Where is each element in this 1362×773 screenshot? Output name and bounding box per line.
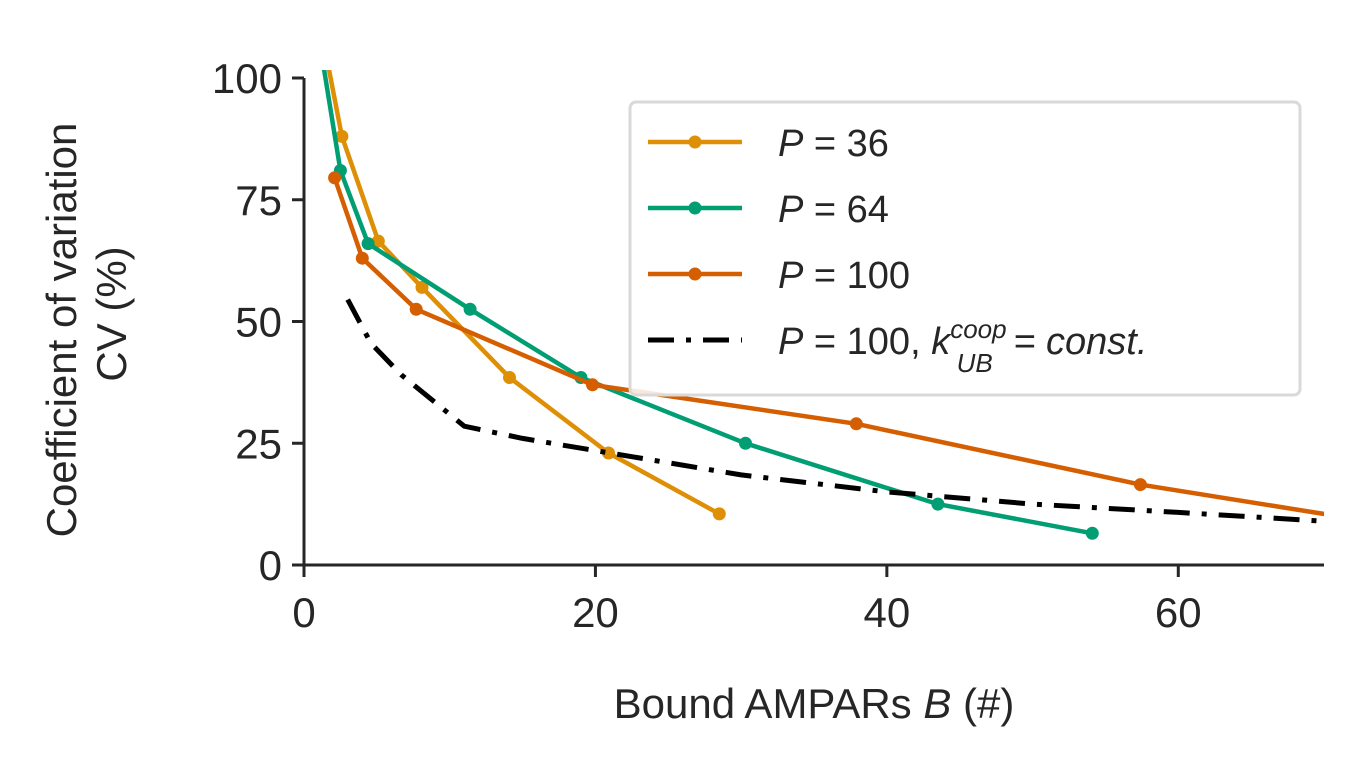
legend-item-4: P = 100, kcoop UB = const. <box>648 314 1147 378</box>
data-point <box>739 436 752 450</box>
x-tick-label: 20 <box>572 589 619 636</box>
y-axis-label-line2: CV (%) <box>88 246 135 381</box>
data-point <box>315 47 328 60</box>
data-point <box>586 378 599 392</box>
legend-marker <box>688 135 702 149</box>
x-tick-label: 0 <box>292 589 315 636</box>
data-point <box>463 302 477 316</box>
legend-item-1: P = 36 <box>648 123 889 165</box>
data-point <box>503 371 516 384</box>
data-point <box>328 171 342 185</box>
x-ticks: 0 20 40 60 <box>292 565 1202 636</box>
x-tick-label: 60 <box>1155 589 1202 636</box>
x-axis-label: Bound AMPARs B (#) <box>614 680 1015 727</box>
data-point <box>335 129 349 143</box>
series-lines <box>315 47 1345 540</box>
legend-marker <box>688 267 702 281</box>
data-point <box>371 234 385 248</box>
data-point <box>712 507 726 521</box>
series-3 <box>328 171 1345 523</box>
legend-label: P = 100, kcoop UB = const. <box>778 314 1147 378</box>
data-point <box>319 47 332 60</box>
data-point <box>1133 478 1147 492</box>
x-tick-label: 40 <box>863 589 910 636</box>
legend-label: P = 100 <box>778 255 910 297</box>
legend-item-2: P = 64 <box>648 189 889 231</box>
legend-label: P = 36 <box>778 123 889 165</box>
y-tick-label: 0 <box>259 542 282 589</box>
y-axis-label-line1: Coefficient of variation <box>38 123 85 538</box>
data-point <box>1332 510 1345 523</box>
data-point <box>409 302 423 316</box>
y-tick-label: 25 <box>235 420 282 467</box>
series-4 <box>345 298 1324 524</box>
y-tick-label: 50 <box>235 299 282 346</box>
series-line <box>345 298 1324 524</box>
legend-label: P = 64 <box>778 189 889 231</box>
y-ticks: 0 25 50 75 100 <box>212 55 304 589</box>
y-tick-label: 75 <box>235 177 282 224</box>
data-point <box>415 280 429 294</box>
data-point <box>849 417 863 431</box>
data-point <box>355 251 369 265</box>
data-point <box>361 237 375 251</box>
legend-marker <box>688 201 702 215</box>
series-1 <box>319 47 726 521</box>
y-tick-label: 100 <box>212 55 282 102</box>
data-point <box>931 497 945 511</box>
legend: P = 36 P = 64 P = 100 P = 100, kcoop UB = co… <box>628 100 1302 397</box>
legend-frame <box>628 100 1302 397</box>
data-point <box>1085 526 1099 540</box>
legend-item-3: P = 100 <box>648 255 910 297</box>
